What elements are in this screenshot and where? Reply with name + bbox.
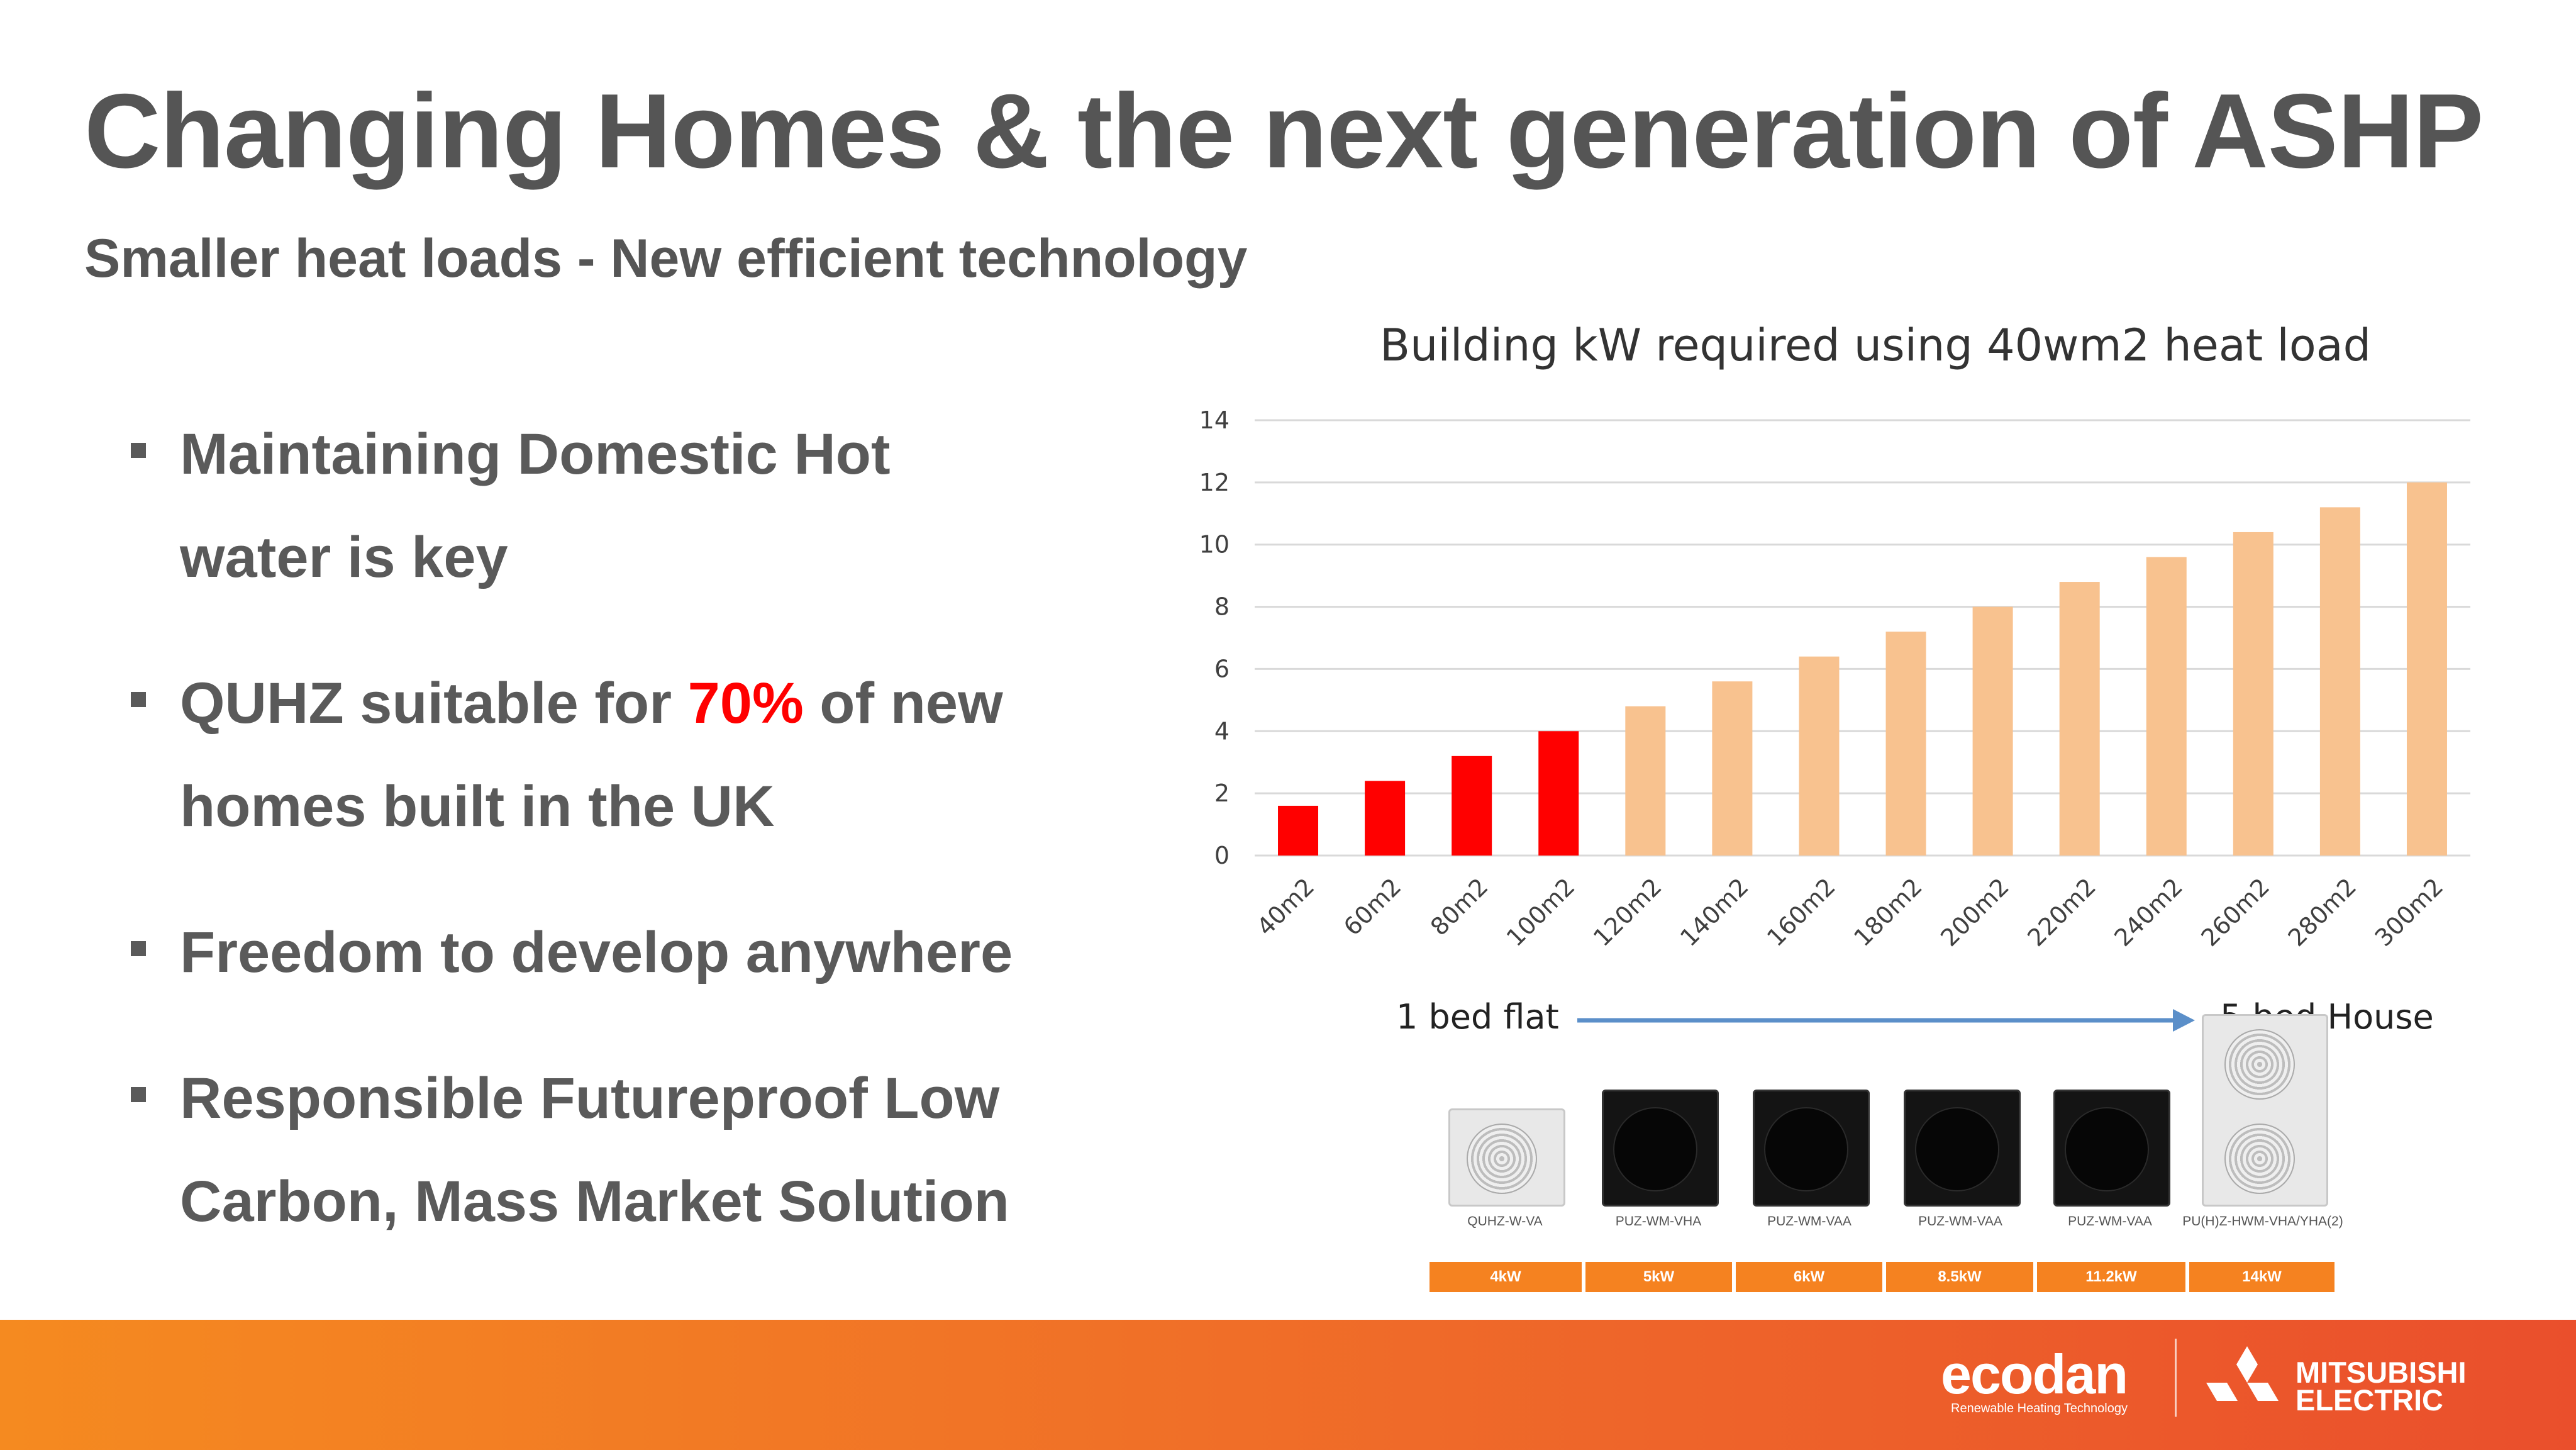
unit-kw-label: 6kW: [1736, 1262, 1882, 1292]
heat-pump-unit-image: [1753, 1090, 1870, 1207]
bar: [1625, 706, 1666, 856]
bullet-text: water is key: [180, 525, 508, 589]
bullet-text: Freedom to develop anywhere: [180, 920, 1013, 984]
bar: [1885, 632, 1926, 856]
bar: [2059, 582, 2100, 856]
y-tick-label: 12: [1199, 469, 1230, 496]
bar: [1365, 781, 1406, 856]
x-tick-label: 80m2: [1425, 873, 1494, 941]
ecodan-tagline: Renewable Heating Technology: [1951, 1402, 2128, 1415]
bullet-square-icon: [131, 443, 146, 458]
y-tick-label: 14: [1199, 406, 1230, 434]
x-tick-label: 240m2: [2109, 873, 2188, 952]
y-tick-label: 10: [1199, 531, 1230, 559]
maker-line1: MITSUBISHI: [2296, 1356, 2467, 1389]
x-tick-label: 100m2: [1501, 873, 1580, 952]
x-tick-label: 200m2: [1935, 873, 2014, 952]
unit-kw-label: 5kW: [1585, 1262, 1732, 1292]
bar-chart: 0 2 4 6 8 10 12 14 40m2 60m2 80m2 100m2 120m2 140m2 16…: [1199, 406, 2470, 952]
x-tick-label: 140m2: [1675, 873, 1754, 952]
slide-subtitle: Smaller heat loads - New efficient techn…: [84, 228, 1248, 289]
fan-grille-icon: [1467, 1124, 1537, 1194]
chart-title: Building kW required using 40wm2 heat lo…: [1380, 320, 2372, 371]
bar: [1799, 656, 1840, 856]
x-tick-label: 180m2: [1848, 873, 1928, 952]
y-tick-label: 8: [1214, 593, 1230, 621]
x-tick-label: 160m2: [1762, 873, 1841, 952]
unit-kw-label: 4kW: [1430, 1262, 1582, 1292]
x-tick-label: 60m2: [1338, 873, 1407, 941]
ecodan-logo: ecodan: [1941, 1343, 2128, 1405]
x-tick-label: 220m2: [2022, 873, 2101, 952]
bar: [1278, 805, 1319, 856]
highlight-percent: 70%: [687, 671, 804, 735]
y-tick-label: 6: [1214, 655, 1230, 683]
x-tick-label: 280m2: [2283, 873, 2362, 952]
bullet-list: Maintaining Domestic Hot water is key QU…: [131, 403, 1137, 1296]
heat-pump-unit-image: [1448, 1108, 1565, 1207]
bar: [2406, 482, 2447, 856]
bar: [1972, 606, 2013, 856]
x-tick-label: 260m2: [2196, 873, 2275, 952]
scale-arrow-icon: [1577, 1009, 2195, 1032]
footer-divider: [2175, 1339, 2177, 1417]
unit-model-label: PUZ-WM-VAA: [2068, 1214, 2152, 1229]
x-tick-label: 120m2: [1588, 873, 1667, 952]
fan-grille-icon: [2065, 1107, 2149, 1191]
y-tick-label: 4: [1214, 717, 1230, 745]
mitsubishi-electric-logo: MITSUBISHI ELECTRIC: [2296, 1356, 2467, 1417]
bullet-item: Freedom to develop anywhere: [131, 901, 1137, 1004]
bar: [1712, 681, 1753, 856]
fan-grille-icon: [1764, 1107, 1848, 1191]
mitsubishi-diamonds-icon: [2206, 1346, 2279, 1401]
bullet-text: of new: [803, 671, 1003, 735]
unit-model-label: PUZ-WM-VHA: [1615, 1214, 1702, 1229]
x-tick-label: 40m2: [1252, 873, 1320, 941]
scale-left-label: 1 bed flat: [1396, 997, 1559, 1037]
fan-grille-icon: [2224, 1124, 2295, 1194]
y-tick-label: 2: [1214, 779, 1230, 807]
unit-model-label: PUZ-WM-VAA: [1767, 1214, 1852, 1229]
bar: [1538, 731, 1579, 856]
bullet-text: Maintaining Domestic Hot: [180, 422, 891, 486]
unit-model-label: QUHZ-W-VA: [1467, 1214, 1543, 1229]
x-tick-label: 300m2: [2370, 873, 2449, 952]
heat-pump-unit-image: [2201, 1014, 2328, 1207]
bullet-square-icon: [131, 692, 146, 707]
unit-model-label: PU(H)Z-HWM-VHA/YHA(2): [2182, 1214, 2343, 1229]
fan-grille-icon: [2224, 1029, 2295, 1100]
footer-bar: [0, 1320, 2576, 1450]
bar: [1452, 756, 1492, 856]
unit-kw-label: 8.5kW: [1886, 1262, 2033, 1292]
unit-kw-label: 14kW: [2189, 1262, 2334, 1292]
y-tick-label: 0: [1214, 842, 1230, 869]
fan-grille-icon: [1613, 1107, 1697, 1191]
unit-kw-label: 11.2kW: [2037, 1262, 2185, 1292]
heat-pump-unit-image: [1602, 1090, 1719, 1207]
bullet-square-icon: [131, 1087, 146, 1102]
bullet-item: Responsible Futureproof Low Carbon, Mass…: [131, 1047, 1137, 1253]
fan-grille-icon: [1915, 1107, 1999, 1191]
bullet-square-icon: [131, 941, 146, 956]
bullet-item: QUHZ suitable for 70% of new homes built…: [131, 652, 1137, 858]
bullet-text: Responsible Futureproof Low: [180, 1066, 1000, 1130]
bullet-item: Maintaining Domestic Hot water is key: [131, 403, 1137, 609]
bullet-text: QUHZ suitable for: [180, 671, 688, 735]
heat-pump-unit-image: [1904, 1090, 2021, 1207]
bullet-text: homes built in the UK: [180, 774, 775, 839]
bullet-text: Carbon, Mass Market Solution: [180, 1169, 1009, 1234]
unit-model-label: PUZ-WM-VAA: [1918, 1214, 2002, 1229]
bar: [2319, 507, 2360, 856]
heat-pump-unit-image: [2053, 1090, 2170, 1207]
bar: [2233, 532, 2273, 856]
slide-title: Changing Homes & the next generation of …: [84, 72, 2484, 190]
bar: [2146, 557, 2187, 856]
maker-line2: ELECTRIC: [2296, 1383, 2443, 1417]
